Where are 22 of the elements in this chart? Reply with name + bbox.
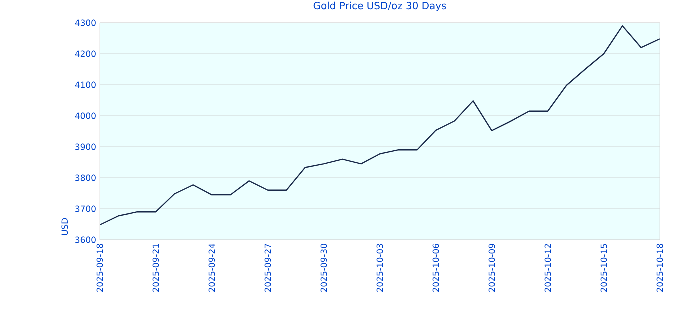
x-tick-label: 2025-10-12 bbox=[544, 244, 552, 292]
x-tick-label: 2025-09-27 bbox=[264, 244, 272, 292]
y-axis-title: USD bbox=[62, 218, 68, 236]
y-tick-label: 4300 bbox=[75, 20, 96, 26]
y-tick-label: 4000 bbox=[75, 112, 96, 120]
x-tick-label: 2025-10-03 bbox=[376, 244, 384, 292]
x-tick-label: 2025-10-06 bbox=[432, 244, 440, 292]
x-tick-label: 2025-10-15 bbox=[600, 244, 608, 292]
x-tick-label: 2025-10-09 bbox=[488, 244, 496, 292]
y-tick-label: 3700 bbox=[76, 206, 96, 212]
x-tick-label: 2025-09-21 bbox=[152, 244, 160, 292]
x-tick-label: 2025-10-18 bbox=[656, 244, 664, 292]
y-tick-label: 3800 bbox=[76, 174, 96, 182]
x-tick-label: 2025-09-24 bbox=[208, 244, 216, 292]
line-series bbox=[100, 26, 660, 226]
x-tick-label: 2025-09-30 bbox=[320, 244, 328, 292]
y-tick-label: 4100 bbox=[75, 82, 96, 88]
chart-title: Gold Price USD/oz 30 Days bbox=[314, 2, 446, 12]
y-tick-label: 4200 bbox=[75, 50, 96, 58]
x-tick-label: 2025-09-18 bbox=[96, 244, 104, 292]
y-tick-label: 3600 bbox=[76, 236, 96, 244]
y-tick-label: 3900 bbox=[76, 144, 96, 150]
